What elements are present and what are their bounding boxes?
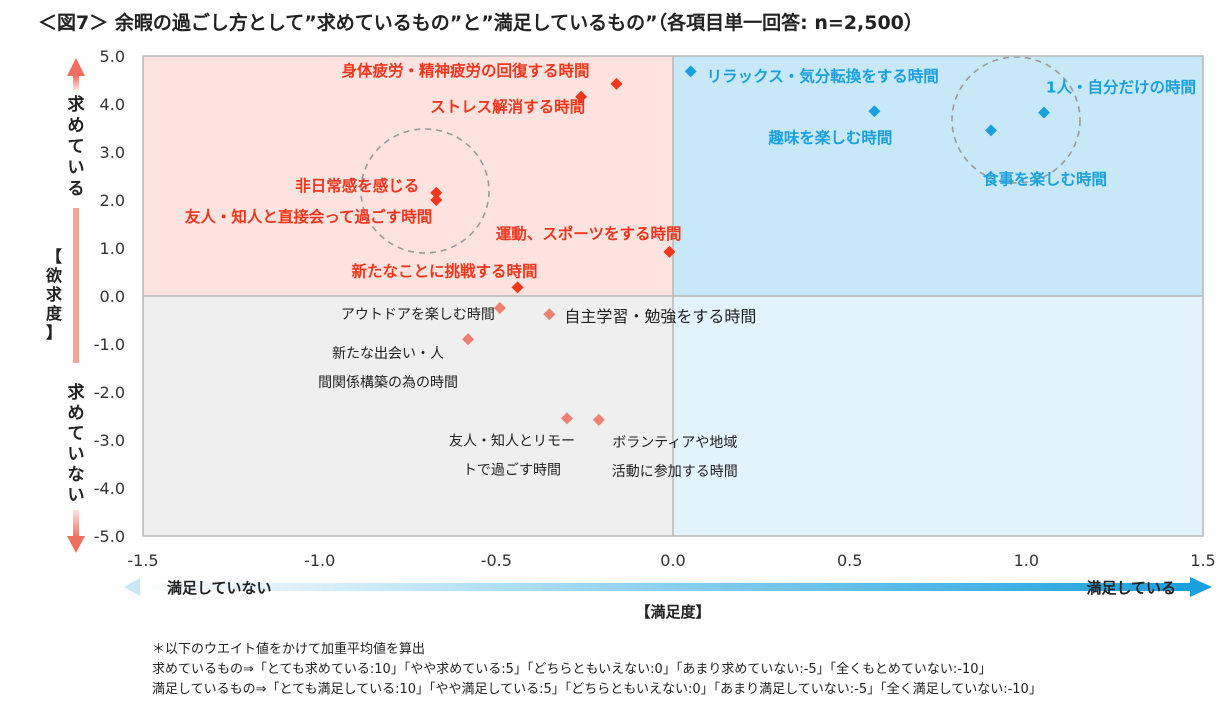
point-label: ボランティアや地域活動に参加する時間 bbox=[612, 435, 738, 480]
data-point bbox=[610, 77, 623, 90]
x-axis-title: 【満足度】 bbox=[635, 603, 710, 621]
data-point bbox=[684, 65, 697, 78]
point-label: 1人・自分だけの時間 bbox=[1046, 78, 1196, 97]
point-label: 趣味を楽しむ時間 bbox=[767, 128, 892, 147]
y-tick-label: 3.0 bbox=[100, 143, 125, 162]
data-point bbox=[462, 333, 475, 346]
y-tick-label: 5.0 bbox=[100, 47, 125, 66]
point-label: ストレス解消する時間 bbox=[430, 97, 585, 116]
note-line-3: 満足しているもの⇒「とても満足している:10」「やや満足している:5」「どちらと… bbox=[152, 682, 1042, 697]
point-label: 身体疲労・精神疲労の回復する時間 bbox=[341, 61, 589, 80]
x-tick-label: 1.5 bbox=[1190, 551, 1215, 570]
x-axis-arrow-shaft bbox=[140, 583, 1190, 591]
x-tick-label: 1.0 bbox=[1014, 551, 1039, 570]
data-point bbox=[663, 245, 676, 258]
point-label: リラックス・気分転換をする時間 bbox=[707, 66, 939, 85]
note-line-2: 求めているもの⇒「とても求めている:10」「やや求めている:5」「どちらともいえ… bbox=[152, 662, 992, 677]
y-down-arrow-shaft bbox=[73, 510, 79, 538]
y-up-arrow-icon bbox=[67, 58, 85, 76]
point-label: 新たな出会い・人間関係構築の為の時間 bbox=[318, 346, 458, 391]
y-tick-label: 2.0 bbox=[100, 191, 125, 210]
highlight-circle-left bbox=[360, 128, 490, 254]
data-point bbox=[543, 308, 556, 321]
data-point bbox=[985, 124, 997, 137]
x-tick-label: -1.5 bbox=[127, 551, 158, 570]
data-point bbox=[561, 412, 573, 425]
note-line-1: ＊以下のウエイト値をかけて加重平均値を算出 bbox=[152, 642, 426, 657]
y-axis-low-label: 求めていない bbox=[68, 382, 85, 506]
point-label: 自主学習・勉強をする時間 bbox=[564, 307, 756, 326]
data-point bbox=[1038, 106, 1050, 119]
data-point bbox=[430, 186, 443, 199]
point-label: 新たなことに挑戦する時間 bbox=[352, 261, 538, 280]
y-axis-high-label: 求めている bbox=[68, 94, 85, 199]
data-point bbox=[592, 413, 605, 426]
y-tick-label: 1.0 bbox=[100, 239, 125, 258]
highlight-circle-right bbox=[951, 56, 1081, 184]
x-right-arrow-icon bbox=[1190, 577, 1212, 597]
quadrant-bottom-left bbox=[143, 296, 673, 536]
y-axis-title: 【欲求度】 bbox=[45, 247, 63, 342]
point-label: 運動、スポーツをする時間 bbox=[496, 224, 682, 243]
y-up-arrow-shaft bbox=[73, 76, 79, 90]
y-tick-label: -4.0 bbox=[94, 479, 125, 498]
x-tick-label: -0.5 bbox=[481, 551, 512, 570]
quadrant-bottom-right bbox=[673, 296, 1203, 536]
y-tick-label: -3.0 bbox=[94, 431, 125, 450]
y-down-arrow-icon bbox=[67, 536, 85, 553]
data-point bbox=[430, 194, 443, 206]
point-label: 友人・知人と直接会って過ごす時間 bbox=[185, 207, 432, 226]
point-label: 非日常感を感じる bbox=[295, 176, 419, 195]
data-point bbox=[575, 90, 588, 103]
x-tick-label: 0.0 bbox=[660, 551, 685, 570]
quadrant-top-right bbox=[673, 56, 1203, 296]
x-axis-high-label: 満足している bbox=[1086, 579, 1176, 597]
y-tick-label: 0.0 bbox=[100, 287, 125, 306]
y-tick-label: -2.0 bbox=[94, 383, 125, 402]
y-tick-label: -1.0 bbox=[94, 335, 125, 354]
data-point bbox=[493, 302, 506, 314]
data-point bbox=[868, 105, 881, 118]
point-label: 食事を楽しむ時間 bbox=[982, 169, 1107, 188]
chart-title: ＜図7＞ 余暇の過ごし方として”求めているもの”と”満足しているもの”（各項目単… bbox=[38, 12, 923, 34]
scatter-chart: 身体疲労・精神疲労の回復する時間ストレス解消する時間非日常感を感じる友人・知人と… bbox=[45, 47, 1216, 621]
x-tick-label: -1.0 bbox=[304, 551, 335, 570]
point-label: 友人・知人とリモートで過ごす時間 bbox=[449, 432, 575, 478]
point-label: アウトドアを楽しむ時間 bbox=[341, 307, 495, 323]
x-tick-label: 0.5 bbox=[837, 551, 862, 570]
data-point bbox=[511, 281, 524, 294]
y-tick-label: 4.0 bbox=[100, 95, 125, 114]
y-axis-bar bbox=[73, 208, 79, 363]
y-tick-label: -5.0 bbox=[94, 527, 125, 546]
x-axis-low-label: 満足していない bbox=[167, 579, 272, 597]
x-left-arrow-icon bbox=[124, 578, 140, 596]
